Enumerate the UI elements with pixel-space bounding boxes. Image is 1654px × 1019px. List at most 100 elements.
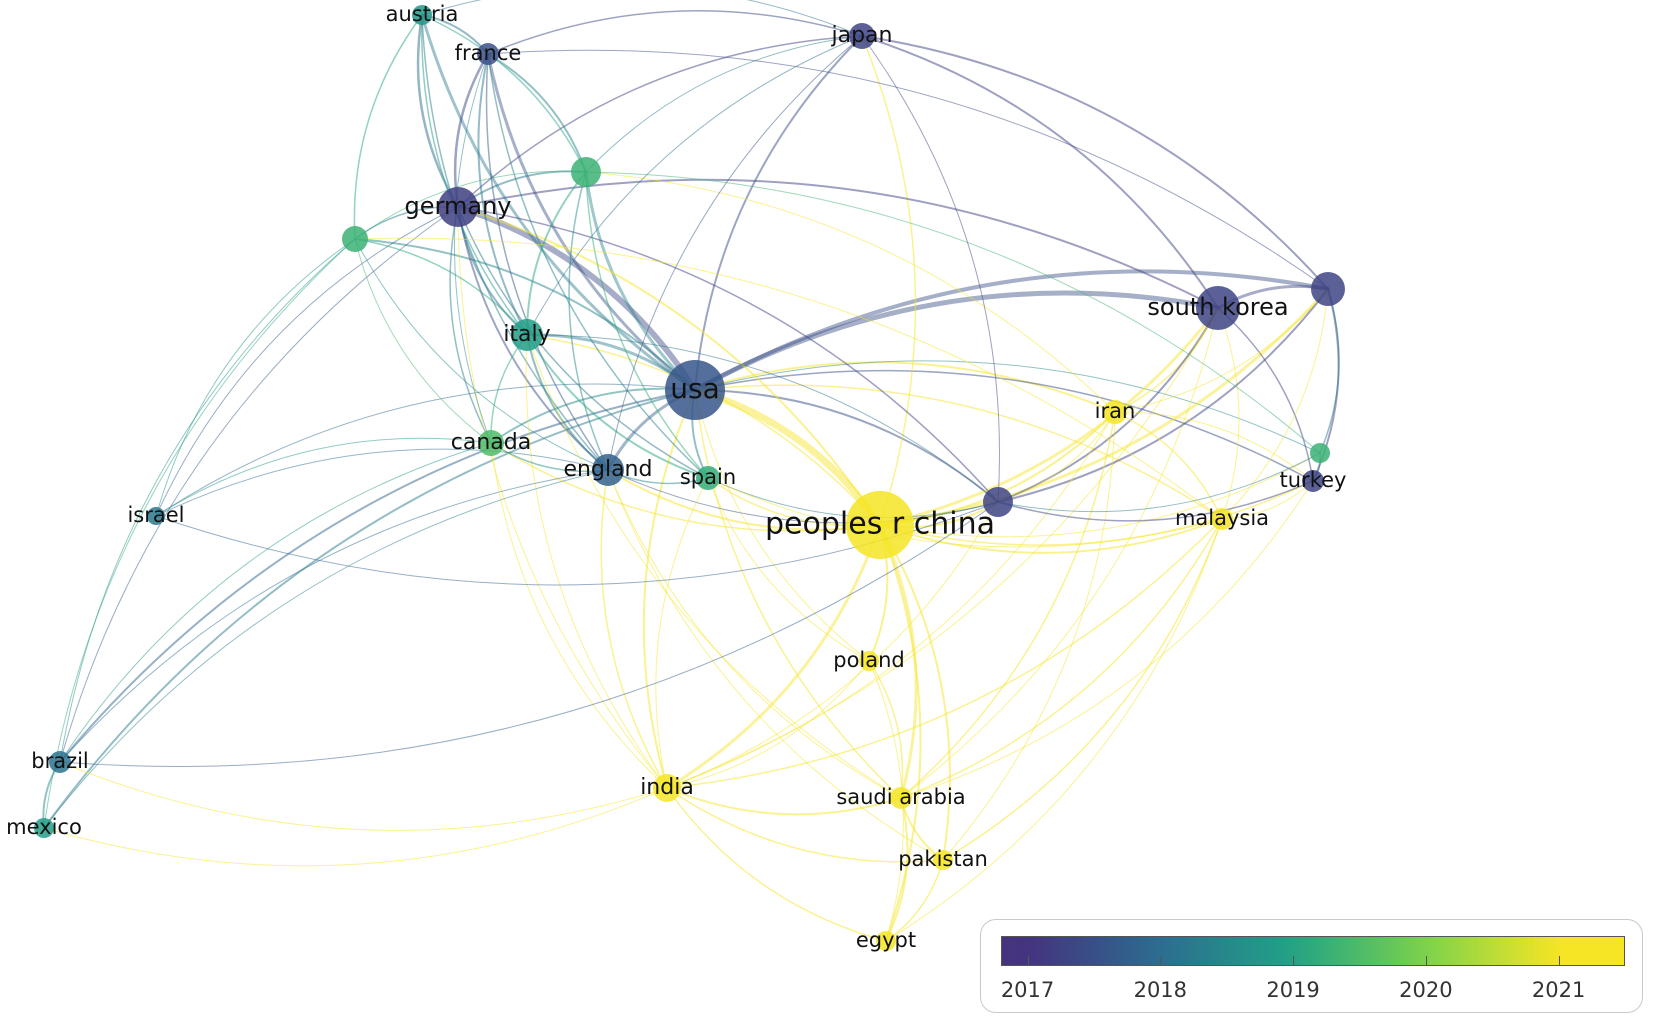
link-iran-india [666, 411, 1116, 789]
node-node_a[interactable] [571, 157, 601, 187]
node-node_b[interactable] [342, 226, 368, 252]
node-label-brazil: brazil [31, 749, 89, 773]
node-brazil[interactable] [49, 751, 71, 773]
link-germany-canada [449, 206, 492, 444]
link-usa-austria [420, 13, 697, 392]
link-germany-india [457, 206, 668, 789]
node-saudi_arabia[interactable] [890, 787, 912, 809]
link-austria-italy [421, 14, 528, 336]
link-england-brazil [59, 469, 609, 763]
node-usa[interactable] [665, 360, 725, 420]
node-pakistan[interactable] [933, 850, 953, 870]
link-japan-node_c [861, 35, 1000, 503]
link-usa-mexico [43, 389, 696, 829]
link-england-pakistan [607, 469, 944, 861]
node-egypt[interactable] [876, 931, 896, 951]
legend-tick-2019 [1293, 956, 1295, 966]
link-france-spain [487, 53, 709, 479]
node-label-turkey: turkey [1280, 468, 1347, 492]
link-india-saudi_arabia [666, 787, 902, 816]
node-israel[interactable] [147, 507, 165, 525]
node-label-spain: spain [680, 465, 736, 489]
link-china-japan [861, 35, 917, 526]
link-node_a-japan [585, 35, 863, 173]
link-node_d-japan [861, 35, 1329, 290]
node-node_e[interactable] [1310, 443, 1330, 463]
node-canada[interactable] [478, 430, 504, 456]
link-usa-japan [694, 35, 863, 391]
link-france-italy [477, 53, 528, 336]
node-iran[interactable] [1103, 400, 1127, 424]
node-austria[interactable] [412, 5, 432, 25]
link-spain-poland [707, 477, 870, 662]
node-france[interactable] [477, 43, 499, 65]
node-india[interactable] [653, 774, 681, 802]
year-color-legend: 2017 2018 2019 2020 2021 [980, 919, 1643, 1013]
link-austria-node_b [353, 14, 423, 240]
link-node_b-mexico [43, 238, 356, 829]
link-iran-saudi_arabia [900, 411, 1116, 799]
legend-label-2020: 2020 [1399, 978, 1453, 1002]
node-label-canada: canada [451, 430, 531, 455]
link-germany-japan [457, 35, 863, 208]
node-italy[interactable] [511, 319, 543, 351]
node-germany[interactable] [438, 187, 478, 227]
link-germany-israel [155, 206, 459, 517]
node-malaysia[interactable] [1211, 508, 1233, 530]
link-italy-saudi_arabia [526, 334, 902, 799]
link-china-south_korea [878, 306, 1220, 527]
node-south_korea[interactable] [1196, 286, 1240, 330]
node-label-france: france [455, 41, 522, 65]
node-label-japan: japan [831, 23, 893, 48]
link-austria-node_a [421, 14, 587, 173]
link-usa-india [642, 389, 696, 789]
node-label-mexico: mexico [6, 815, 82, 839]
legend-label-2019: 2019 [1266, 978, 1320, 1002]
node-japan[interactable] [849, 23, 875, 49]
link-germany-node_c [457, 206, 999, 503]
link-usa-germany [455, 204, 698, 393]
link-node_b-italy [354, 238, 528, 336]
link-india-poland [666, 660, 870, 789]
node-label-saudi_arabia: saudi arabia [836, 785, 965, 809]
node-node_d[interactable] [1311, 272, 1345, 306]
link-node_d-node_c [997, 288, 1329, 503]
node-mexico[interactable] [34, 818, 54, 838]
node-poland[interactable] [859, 651, 879, 671]
node-label-india: india [640, 775, 694, 800]
link-india-pakistan [666, 787, 944, 863]
legend-gradient-bar [1001, 936, 1625, 966]
link-node_a-node_e [585, 171, 1321, 454]
link-malaysia-egypt [885, 518, 1223, 942]
link-south_korea-japan [861, 35, 1219, 309]
node-china[interactable] [846, 491, 914, 559]
link-italy-india [525, 334, 668, 789]
link-node_a-iran [585, 171, 1116, 413]
link-england-mexico [43, 469, 609, 829]
node-label-pakistan: pakistan [898, 847, 988, 871]
node-label-malaysia: malaysia [1175, 506, 1269, 530]
node-label-usa: usa [670, 372, 720, 405]
link-germany-spain [457, 206, 709, 479]
node-label-poland: poland [833, 648, 905, 672]
link-malaysia-india [666, 518, 1223, 789]
link-node_b-brazil [59, 238, 356, 763]
link-usa-malaysia [694, 384, 1223, 520]
node-spain[interactable] [696, 466, 720, 490]
link-france-node_d [487, 49, 1329, 290]
link-malaysia-saudi_arabia [900, 518, 1223, 799]
node-turkey[interactable] [1302, 470, 1324, 492]
link-austria-england [421, 14, 609, 471]
link-italy-spain [526, 334, 709, 479]
link-node_b-england [354, 238, 609, 471]
node-label-china: peoples r china [765, 507, 995, 542]
nodes-layer [34, 5, 1345, 951]
link-france-node_a [487, 53, 587, 173]
node-england[interactable] [592, 454, 624, 486]
link-node_a-england [568, 171, 609, 471]
link-china-pakistan [879, 524, 951, 861]
link-south_korea-saudi_arabia [900, 307, 1219, 799]
link-node_d-malaysia [1221, 288, 1329, 520]
node-node_c[interactable] [983, 487, 1013, 517]
link-south_korea-malaysia [1217, 307, 1240, 520]
